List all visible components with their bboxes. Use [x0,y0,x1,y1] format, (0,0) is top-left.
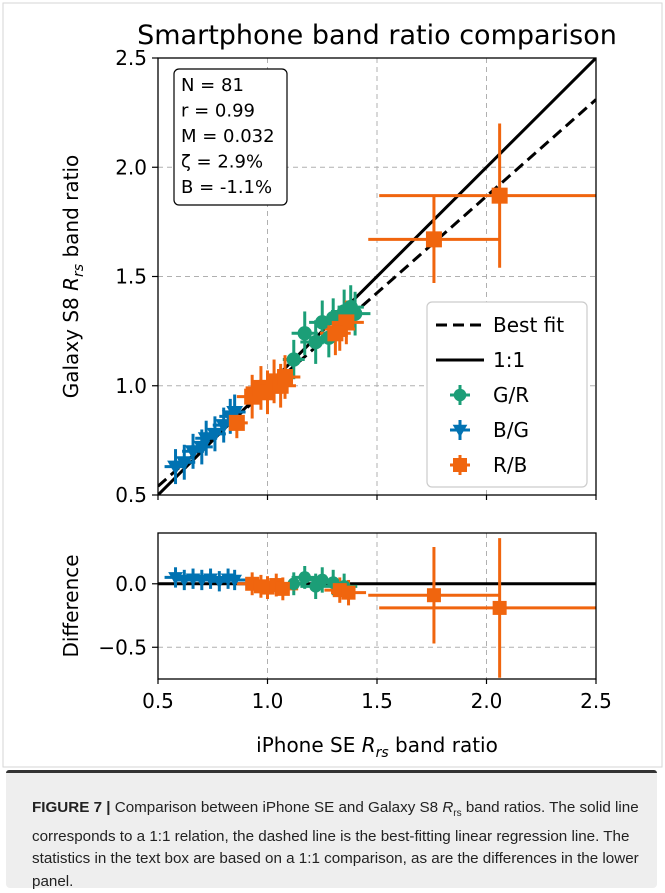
figure-caption: FIGURE 7 | Comparison between iPhone SE … [6,770,657,890]
caption-part1: Comparison between iPhone SE and Galaxy … [110,799,443,816]
diff-ylabel: Difference [59,554,83,657]
stats-line: B = -1.1% [181,177,272,198]
caption-label: FIGURE 7 | [32,799,111,816]
legend-marker-bg [452,424,468,438]
main-point-gr [315,315,330,330]
stats-line: r = 0.99 [181,101,255,122]
caption-sub: rs [453,808,462,820]
main-point-gr [343,299,358,315]
diff-ytick-label: −0.5 [98,635,147,659]
figure-canvas: Smartphone band ratio comparison 0.5 1.0 1.… [2,2,663,768]
diff-point-rb [341,585,356,600]
main-point-rb [425,231,442,248]
diff-xtick-label: 1.5 [361,689,393,713]
main-point-bg [197,432,215,447]
xlabel-prefix: iPhone SE [256,733,362,757]
main-point-rb [491,187,508,204]
legend-marker-gr [453,388,467,402]
diff-point-bg [194,574,210,588]
stats-line: ζ = 2.9% [181,152,263,173]
xlabel-sub: rs [376,745,389,761]
caption-part2: band ratios. The solid line corresponds … [32,799,639,890]
main-ylabel-var: R [59,277,83,291]
diff-point-bg [211,575,227,589]
main-plot-area [158,58,596,495]
stats-box [173,68,288,206]
main-point-rb [228,414,245,431]
xlabel-var: R [362,733,376,757]
diff-point-gr [298,571,312,584]
main-ytick-label: 2.0 [115,155,147,179]
stats-line: N = 81 [181,75,244,96]
diff-point-gr [287,577,301,591]
main-ylabel-sub: rs [71,264,87,277]
legend-label: B/G [493,418,529,442]
caption-var: R [442,799,454,816]
main-point-rb [277,369,294,386]
caption-text: FIGURE 7 | Comparison between iPhone SE … [32,797,642,893]
legend-label: Best fit [493,313,564,337]
main-ytick-label: 1.0 [115,374,147,398]
diff-point-rb [275,581,290,596]
diff-xtick-label: 2.5 [580,689,612,713]
main-ylabel-prefix: Galaxy S8 [59,291,83,398]
main-point-bg [167,460,184,475]
stats-line: M = 0.032 [181,126,275,147]
main-point-bg [215,419,233,434]
diff-point-gr [315,573,329,587]
diff-point-bg [227,574,242,588]
legend-label: G/R [493,383,529,407]
chart-title: Smartphone band ratio comparison [137,20,617,51]
diff-point-bg [176,574,192,588]
figure-border [2,2,663,768]
diff-xtick-label: 1.0 [252,689,284,713]
main-ylabel-suffix: band ratio [59,155,83,264]
xlabel: iPhone SE Rrs band ratio [256,733,498,761]
legend-box [426,301,588,488]
legend-label: R/B [493,453,527,477]
diff-ytick-label: 0.0 [115,572,147,596]
diff-xtick-label: 0.5 [142,689,174,713]
main-ytick-label: 2.5 [115,46,147,70]
main-point-bg [184,445,202,460]
main-ylabel: Galaxy S8 Rrs band ratio [59,155,87,399]
caption-top-rule [6,770,657,773]
main-point-bg [226,405,244,421]
diff-point-rb [492,600,507,615]
legend-label: 1:1 [493,348,525,372]
xlabel-suffix: band ratio [389,733,498,757]
best-fit-line [158,98,596,488]
main-point-rb [327,325,344,342]
diff-point-rb [426,588,441,603]
main-point-gr [286,352,301,367]
main-point-gr [297,326,312,341]
diff-xtick-label: 2.0 [471,689,503,713]
main-ytick-label: 0.5 [115,483,147,507]
main-point-gr [308,334,323,350]
main-point-bg [175,456,193,471]
legend-marker-rb [453,458,467,472]
diff-plot-area [158,538,596,678]
main-point-bg [206,427,224,443]
main-ytick-label: 1.5 [115,265,147,289]
